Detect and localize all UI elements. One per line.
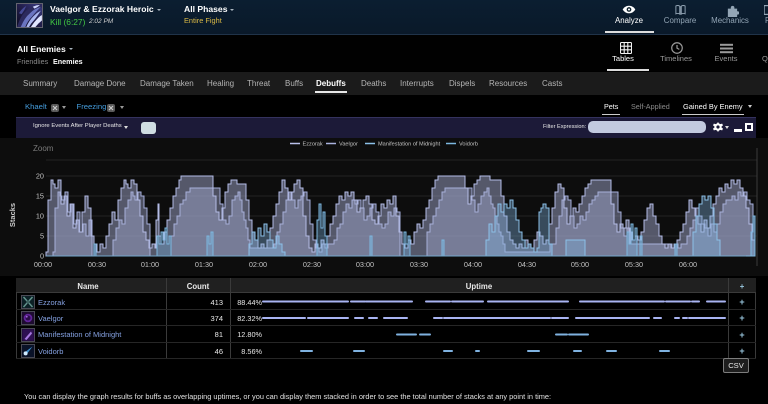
svg-text:00:30: 00:30: [88, 260, 106, 269]
svg-text:05:30: 05:30: [625, 260, 643, 269]
svg-text:06:00: 06:00: [679, 260, 697, 269]
svg-text:05:00: 05:00: [571, 260, 589, 269]
svg-text:04:00: 04:00: [464, 260, 482, 269]
svg-text:10: 10: [36, 212, 44, 221]
svg-text:00:00: 00:00: [34, 260, 52, 269]
svg-text:04:30: 04:30: [518, 260, 536, 269]
svg-text:03:30: 03:30: [410, 260, 428, 269]
svg-text:01:00: 01:00: [141, 260, 159, 269]
svg-text:Vaelgor: Vaelgor: [339, 142, 358, 148]
svg-text:01:30: 01:30: [195, 260, 213, 269]
svg-text:Ezzorak: Ezzorak: [303, 142, 323, 148]
svg-text:Stacks: Stacks: [8, 203, 17, 227]
svg-text:0: 0: [40, 252, 44, 261]
svg-text:Manifestation of Midnight: Manifestation of Midnight: [378, 142, 441, 148]
svg-text:Zoom: Zoom: [33, 144, 54, 153]
svg-text:15: 15: [36, 192, 44, 201]
svg-text:02:30: 02:30: [303, 260, 321, 269]
svg-text:20: 20: [36, 172, 44, 181]
svg-text:5: 5: [40, 232, 44, 241]
svg-text:Voidorb: Voidorb: [459, 142, 478, 148]
svg-text:03:00: 03:00: [356, 260, 374, 269]
svg-text:02:00: 02:00: [249, 260, 267, 269]
